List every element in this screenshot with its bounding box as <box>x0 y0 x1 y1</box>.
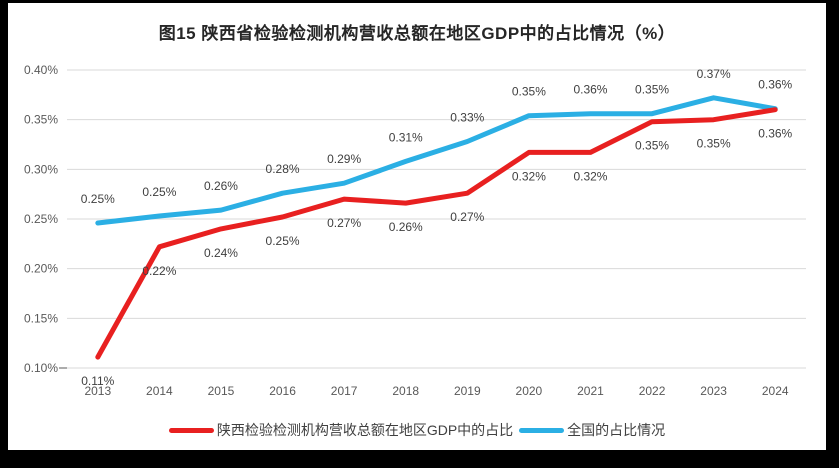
y-tick-label: 0.20% <box>24 262 58 276</box>
data-label-national: 0.36% <box>758 78 792 92</box>
legend-line-swatch-shaanxi <box>168 427 214 433</box>
x-tick-label: 2016 <box>269 384 296 398</box>
x-tick-label: 2015 <box>208 384 235 398</box>
y-tick-label: 0.25% <box>24 212 58 226</box>
y-tick-label: 0.10% <box>24 361 58 375</box>
data-label-shaanxi: 0.25% <box>266 234 300 248</box>
x-tick-label: 2023 <box>700 384 727 398</box>
y-tick-label: 0.30% <box>24 162 58 176</box>
data-label-national: 0.33% <box>450 111 484 125</box>
data-label-shaanxi: 0.32% <box>512 169 546 183</box>
data-label-national: 0.25% <box>81 192 115 206</box>
data-label-national: 0.35% <box>512 85 546 99</box>
data-label-national: 0.26% <box>204 179 238 193</box>
chart-legend: 陕西检验检测机构营收总额在地区GDP中的占比 全国的占比情况 <box>8 418 826 442</box>
data-label-national: 0.37% <box>697 67 731 81</box>
data-label-national: 0.29% <box>327 152 361 166</box>
data-label-national: 0.35% <box>635 83 669 97</box>
x-tick-label: 2017 <box>331 384 358 398</box>
legend-label-shaanxi: 陕西检验检测机构营收总额在地区GDP中的占比 <box>216 422 514 438</box>
x-tick-label: 2024 <box>762 384 789 398</box>
legend-line-swatch-national <box>519 427 565 433</box>
data-label-shaanxi: 0.36% <box>758 127 792 141</box>
series-line-national <box>95 95 778 226</box>
x-tick-label: 2022 <box>639 384 666 398</box>
data-label-shaanxi: 0.11% <box>81 374 114 388</box>
data-label-national: 0.31% <box>389 130 423 144</box>
chart-title: 图15 陕西省检验检测机构营收总额在地区GDP中的占比情况（%） <box>158 24 676 43</box>
data-label-shaanxi: 0.26% <box>389 220 423 234</box>
data-label-shaanxi: 0.24% <box>204 246 238 260</box>
data-label-shaanxi: 0.27% <box>450 210 484 224</box>
chart-canvas: 图15 陕西省检验检测机构营收总额在地区GDP中的占比情况（%） 0.40% 0.… <box>8 3 826 450</box>
line-chart-plot-area: 0.40% 0.35% 0.30% 0.25% 0.20% 0.15% 0.10% 2013 2… <box>24 63 806 398</box>
legend-label-national: 全国的占比情况 <box>567 422 666 438</box>
x-tick-label: 2019 <box>454 384 481 398</box>
x-tick-label: 2020 <box>516 384 543 398</box>
data-label-shaanxi: 0.35% <box>697 137 731 151</box>
x-tick-label: 2021 <box>577 384 604 398</box>
data-label-shaanxi: 0.32% <box>573 169 607 183</box>
x-tick-label: 2013 <box>84 384 111 398</box>
data-label-shaanxi: 0.35% <box>635 139 669 153</box>
legend-item-national: 全国的占比情况 <box>519 420 665 440</box>
y-tick-label: 0.35% <box>24 113 58 127</box>
y-tick-label: 0.15% <box>24 311 58 325</box>
data-label-national: 0.25% <box>142 185 176 199</box>
series-line-shaanxi <box>95 107 778 360</box>
data-label-national: 0.36% <box>573 83 607 97</box>
y-tick-label: 0.40% <box>24 63 58 77</box>
legend-item-shaanxi: 陕西检验检测机构营收总额在地区GDP中的占比 <box>168 420 514 440</box>
data-label-shaanxi: 0.27% <box>327 216 361 230</box>
x-tick-label: 2018 <box>392 384 419 398</box>
data-label-national: 0.28% <box>266 162 300 176</box>
data-label-shaanxi: 0.22% <box>142 264 176 278</box>
x-tick-label: 2014 <box>146 384 173 398</box>
